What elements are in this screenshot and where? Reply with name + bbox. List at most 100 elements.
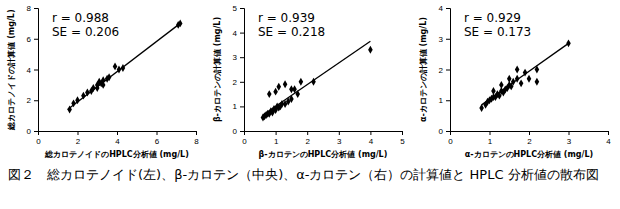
- y-tick-mark: [34, 70, 38, 71]
- y-tick: 0: [233, 127, 244, 136]
- annotation: SE = 0.206: [52, 25, 119, 39]
- x-tick: 0: [36, 131, 41, 146]
- y-tick: 0: [27, 127, 38, 136]
- x-tick: 4: [369, 131, 374, 146]
- data-point: [113, 62, 118, 70]
- data-point: [527, 75, 532, 83]
- x-axis: 02468: [36, 131, 199, 146]
- x-tick: 0: [242, 131, 247, 146]
- x-tick-mark: [370, 131, 371, 135]
- x-axis-title: α-カロテンのHPLC分析値 (mg/L): [465, 150, 594, 159]
- x-tick: 0: [448, 131, 453, 146]
- plot-area: 0246802468総カロテノイドのHPLC分析値 (mg/L)総カロテノイドの…: [7, 4, 199, 159]
- x-tick-mark: [490, 131, 491, 135]
- y-tick-label: 0: [439, 127, 444, 136]
- y-axis-line: [446, 9, 451, 132]
- x-tick-label: 5: [400, 137, 405, 146]
- data-point: [535, 78, 540, 86]
- x-tick: 4: [115, 131, 120, 146]
- y-tick-mark: [446, 100, 450, 101]
- y-axis: 012345: [233, 4, 245, 136]
- x-tick: 4: [606, 131, 611, 146]
- data-point: [519, 79, 524, 87]
- y-axis-title: 総カロテノイドの計算値 (mg/L): [7, 9, 16, 130]
- x-axis-title: 総カロテノイドのHPLC分析値 (mg/L): [44, 150, 189, 159]
- x-tick: 5: [400, 131, 405, 146]
- data-point: [368, 46, 373, 54]
- x-tick: 1: [488, 131, 493, 146]
- y-tick-mark: [240, 131, 244, 132]
- x-tick-label: 6: [155, 137, 160, 146]
- y-axis: 0 1 2 3 4: [439, 4, 451, 136]
- x-tick-label: 4: [606, 137, 611, 146]
- x-tick-mark: [339, 131, 340, 135]
- x-axis-line: [451, 132, 609, 136]
- x-tick-label: 3: [337, 137, 342, 146]
- x-tick-mark: [196, 131, 197, 135]
- data-point: [276, 83, 281, 91]
- x-tick-label: 4: [369, 137, 374, 146]
- regression-line: [263, 41, 370, 115]
- y-tick-label: 4: [439, 4, 444, 13]
- y-tick: 8: [27, 4, 38, 13]
- x-tick-label: 2: [76, 137, 81, 146]
- x-tick-mark: [402, 131, 403, 135]
- y-tick-label: 3: [439, 35, 444, 44]
- scatter-chart: 012345012345β-カロテンのHPLC分析値 (mg/L)β-カロテンの…: [206, 0, 412, 163]
- data-point: [299, 78, 304, 86]
- y-tick-mark: [34, 131, 38, 132]
- x-tick-mark: [276, 131, 277, 135]
- annotation: r = 0.988: [52, 11, 109, 25]
- y-tick: 2: [27, 96, 38, 105]
- y-tick-label: 4: [233, 29, 238, 38]
- caption: 図２ 総カロテノイド(左)、β-カロテン（中央)、α-カロテン（右）の計算値と …: [8, 166, 608, 183]
- x-tick: 3: [337, 131, 342, 146]
- y-tick-mark: [446, 39, 450, 40]
- data-point: [273, 88, 278, 96]
- data-layer: [479, 39, 570, 111]
- annotation: SE = 0.173: [464, 25, 531, 39]
- x-tick: 2: [76, 131, 81, 146]
- y-tick: 3: [439, 35, 450, 44]
- y-tick-mark: [240, 106, 244, 107]
- x-axis-line: [39, 132, 197, 136]
- y-tick-label: 2: [27, 96, 32, 105]
- data-point: [267, 90, 272, 98]
- y-tick-label: 2: [233, 78, 238, 87]
- y-tick: 0: [439, 127, 450, 136]
- x-axis-title: β-カロテンのHPLC分析値 (mg/L): [259, 150, 388, 159]
- x-tick: 3: [567, 131, 572, 146]
- y-tick-mark: [446, 8, 450, 9]
- y-tick-label: 1: [439, 96, 444, 105]
- x-tick-label: 2: [305, 137, 310, 146]
- plot-area: 012345012345β-カロテンのHPLC分析値 (mg/L)β-カロテンの…: [213, 4, 405, 159]
- y-tick-mark: [34, 8, 38, 9]
- y-tick-label: 2: [439, 66, 444, 75]
- x-tick-label: 0: [242, 137, 247, 146]
- x-tick-label: 0: [36, 137, 41, 146]
- y-tick-mark: [240, 33, 244, 34]
- data-point: [283, 80, 288, 88]
- x-axis: 01234: [448, 131, 611, 146]
- x-tick-mark: [117, 131, 118, 135]
- y-axis-title: α-カロテンの計算値 (mg/L): [419, 17, 428, 122]
- x-tick: 1: [274, 131, 279, 146]
- y-tick-mark: [446, 70, 450, 71]
- y-tick-mark: [240, 82, 244, 83]
- y-tick-mark: [240, 57, 244, 58]
- x-axis: 0 1 2 3 4 5: [242, 131, 405, 146]
- y-tick-label: 0: [233, 127, 238, 136]
- x-tick-label: 1: [274, 137, 279, 146]
- data-point: [499, 81, 504, 89]
- y-axis-title: β-カロテンの計算値 (mg/L): [213, 17, 222, 122]
- y-tick-label: 8: [27, 4, 32, 13]
- y-tick: 3: [233, 53, 244, 62]
- x-tick-mark: [307, 131, 308, 135]
- data-point: [491, 87, 496, 95]
- y-axis-line: [34, 9, 39, 132]
- x-tick-mark: [608, 131, 609, 135]
- x-tick-label: 3: [567, 137, 572, 146]
- data-point: [515, 66, 520, 74]
- annotation: r = 0.939: [258, 11, 315, 25]
- y-axis: 02468: [27, 4, 39, 136]
